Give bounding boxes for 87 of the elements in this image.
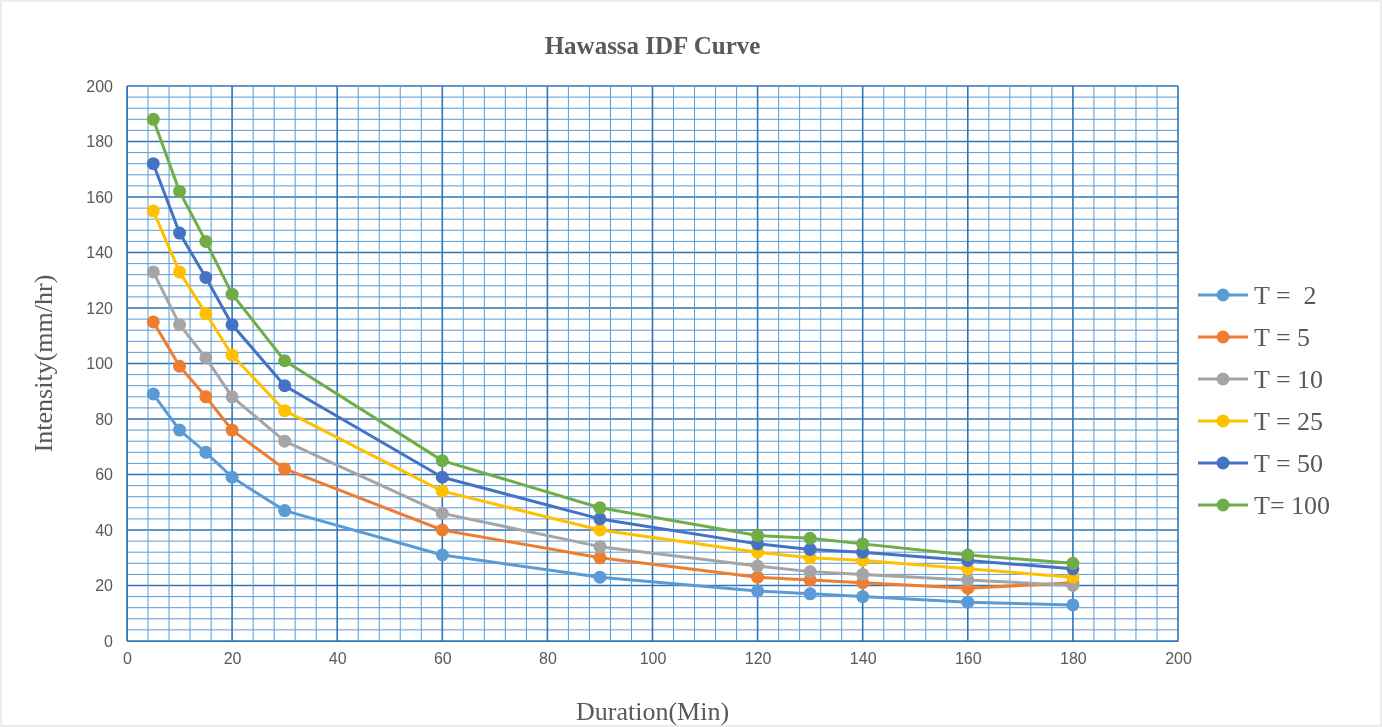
point bbox=[173, 359, 187, 373]
point bbox=[961, 573, 975, 587]
point bbox=[278, 462, 292, 476]
x-tick-label: 0 bbox=[123, 650, 133, 668]
x-axis-title: Duration(Min) bbox=[575, 697, 730, 726]
point bbox=[751, 570, 765, 584]
x-tick-label: 40 bbox=[328, 650, 347, 668]
point bbox=[199, 270, 213, 284]
x-tick-label: 20 bbox=[223, 650, 242, 668]
point bbox=[225, 470, 239, 484]
x-tick-label: 160 bbox=[954, 650, 982, 668]
point bbox=[173, 423, 187, 437]
y-axis-title: Intensity(mm/hr) bbox=[29, 274, 58, 453]
point bbox=[593, 540, 607, 554]
point bbox=[173, 318, 187, 332]
point bbox=[199, 234, 213, 248]
y-tick-label: 0 bbox=[104, 632, 114, 650]
point bbox=[146, 387, 160, 401]
point bbox=[146, 204, 160, 218]
y-tick-label: 140 bbox=[86, 244, 114, 262]
x-tick-label: 200 bbox=[1165, 650, 1192, 668]
point bbox=[199, 351, 213, 365]
point bbox=[856, 590, 870, 604]
point bbox=[435, 454, 449, 468]
y-tick-label: 60 bbox=[95, 466, 114, 484]
point bbox=[435, 470, 449, 484]
x-tick-label: 120 bbox=[744, 650, 772, 668]
point bbox=[278, 504, 292, 518]
x-tick-label: 80 bbox=[539, 650, 557, 668]
point bbox=[435, 548, 449, 562]
legend-label: T = 10 bbox=[1254, 365, 1324, 394]
legend-label: T= 100 bbox=[1254, 491, 1331, 520]
point bbox=[435, 523, 449, 537]
point bbox=[146, 265, 160, 279]
point bbox=[225, 287, 239, 301]
y-tick-label: 80 bbox=[95, 410, 114, 428]
x-tick-label: 100 bbox=[639, 650, 667, 668]
point bbox=[146, 157, 160, 171]
legend-label: T = 50 bbox=[1254, 449, 1324, 478]
point bbox=[278, 354, 292, 368]
point bbox=[593, 501, 607, 515]
y-tick-label: 180 bbox=[86, 133, 114, 151]
point bbox=[173, 184, 187, 198]
y-tick-label: 100 bbox=[86, 355, 114, 373]
y-tick-label: 200 bbox=[86, 77, 114, 95]
point bbox=[146, 315, 160, 329]
point bbox=[803, 565, 817, 579]
point bbox=[593, 570, 607, 584]
point bbox=[435, 484, 449, 498]
point bbox=[1066, 556, 1080, 570]
x-tick-label: 140 bbox=[849, 650, 877, 668]
x-tick-label: 60 bbox=[433, 650, 452, 668]
y-tick-label: 120 bbox=[86, 299, 114, 317]
point bbox=[751, 559, 765, 573]
point bbox=[225, 390, 239, 404]
point bbox=[146, 112, 160, 126]
point bbox=[278, 379, 292, 393]
legend-label: T = 5 bbox=[1254, 323, 1311, 352]
point bbox=[199, 445, 213, 459]
legend-label: T = 2 bbox=[1254, 281, 1317, 310]
point bbox=[751, 529, 765, 543]
point bbox=[225, 318, 239, 332]
chart-title: Hawassa IDF Curve bbox=[544, 32, 761, 59]
point bbox=[1066, 598, 1080, 612]
point bbox=[225, 348, 239, 362]
point bbox=[593, 551, 607, 565]
y-tick-label: 160 bbox=[86, 188, 114, 206]
point bbox=[803, 542, 817, 556]
point bbox=[173, 226, 187, 240]
point bbox=[961, 595, 975, 609]
point bbox=[225, 423, 239, 437]
point bbox=[803, 587, 817, 601]
point bbox=[751, 584, 765, 598]
point bbox=[856, 537, 870, 551]
x-tick-label: 180 bbox=[1060, 650, 1087, 668]
point bbox=[278, 434, 292, 448]
y-tick-label: 20 bbox=[95, 577, 114, 595]
point bbox=[856, 567, 870, 581]
point bbox=[803, 531, 817, 545]
legend-label: T = 25 bbox=[1254, 407, 1324, 436]
point bbox=[278, 404, 292, 418]
point bbox=[173, 265, 187, 279]
point bbox=[961, 548, 975, 562]
point bbox=[199, 307, 213, 321]
point bbox=[199, 390, 213, 404]
point bbox=[435, 506, 449, 520]
y-tick-label: 40 bbox=[95, 521, 114, 539]
